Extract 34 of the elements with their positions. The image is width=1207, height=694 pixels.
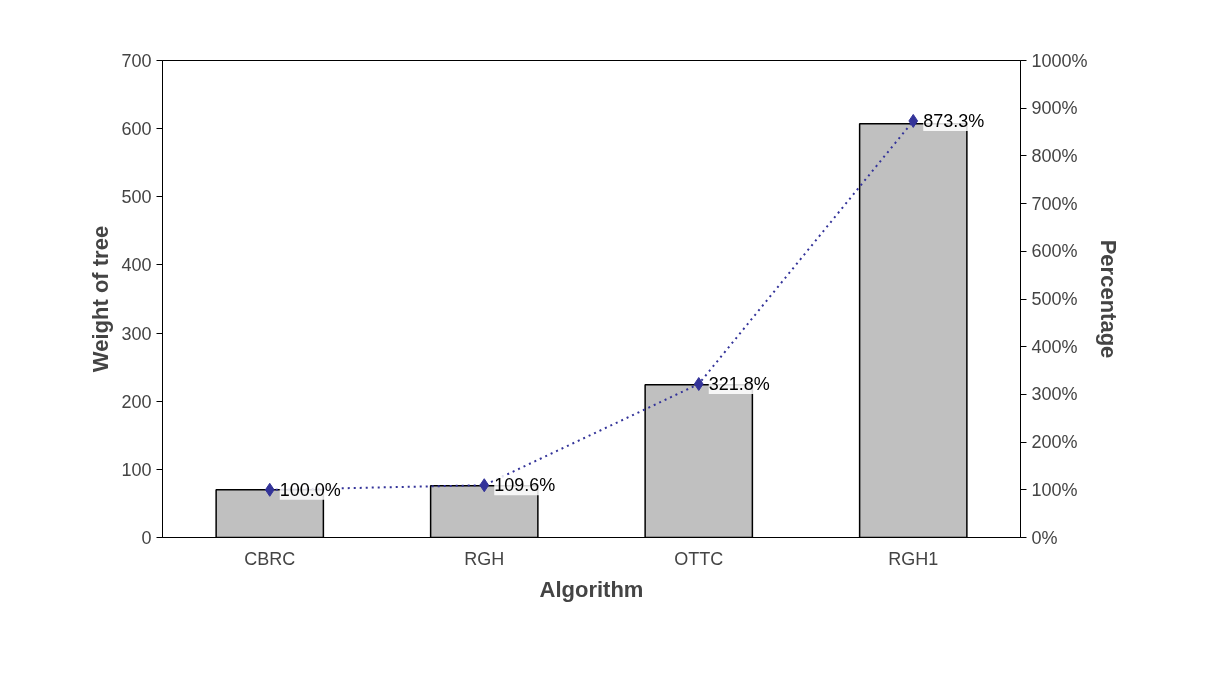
y-tick-label: 100: [121, 459, 152, 480]
point: [264, 482, 275, 497]
y-tick-label: 200: [121, 391, 152, 412]
y-tick-label: 500: [121, 187, 152, 208]
y-tick-label: 600: [121, 119, 152, 140]
y-axis-title: Weight of tree: [88, 225, 114, 373]
data-label: 321.8%: [708, 374, 770, 394]
y2-tick-label: 200%: [1031, 432, 1078, 453]
point: [908, 113, 919, 128]
data-label: 100.0%: [279, 479, 341, 500]
y2-tick-label: 800%: [1031, 145, 1078, 166]
point: [693, 377, 704, 391]
y2-tick-label: 100%: [1031, 479, 1078, 500]
point: [479, 478, 490, 493]
y2-tick-label: 700%: [1031, 193, 1078, 214]
y2-tick-label: 600%: [1031, 241, 1078, 262]
y2-tick-label: 300%: [1031, 384, 1078, 405]
y-tick-label: 0: [141, 528, 152, 548]
data-label: 109.6%: [494, 475, 556, 496]
x-tick-label: RGH1: [888, 548, 939, 569]
x-tick-label: RGH: [464, 548, 505, 569]
y2-tick-label: 0%: [1031, 527, 1058, 548]
y2-tick-label: 500%: [1031, 289, 1078, 309]
y-tick-label: 700: [121, 51, 152, 71]
y2-tick-label: 1000%: [1031, 50, 1088, 71]
x-axis-title: Algorithm: [539, 576, 644, 602]
y-tick-label: 400: [121, 255, 152, 276]
y2-axis-title: Percentage: [1095, 239, 1121, 359]
y2-tick-label: 400%: [1031, 336, 1078, 357]
y-tick-label: 300: [121, 323, 152, 344]
x-tick-label: CBRC: [244, 548, 296, 569]
x-tick-label: OTTC: [674, 548, 724, 569]
y2-tick-label: 900%: [1031, 98, 1078, 119]
data-label: 873.3%: [923, 110, 985, 131]
